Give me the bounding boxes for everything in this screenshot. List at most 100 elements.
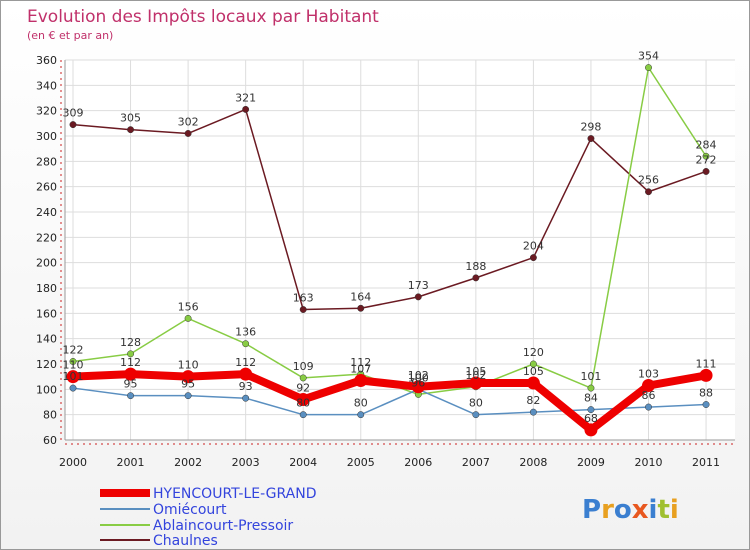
legend: HYENCOURT-LE-GRANDOmiécourtAblaincourt-P… bbox=[100, 486, 317, 549]
y-tick-label: 280 bbox=[36, 155, 57, 168]
data-label-hyencourt-le-grand: 111 bbox=[696, 357, 717, 370]
series-line-omiecourt bbox=[72, 387, 707, 416]
y-tick-label: 180 bbox=[36, 282, 57, 295]
data-point-omiecourt bbox=[472, 411, 480, 419]
data-label-chaulnes: 321 bbox=[235, 91, 256, 104]
data-point-chaulnes bbox=[69, 121, 77, 129]
y-tick-label: 120 bbox=[36, 358, 57, 371]
data-point-ablaincourt-pressoir bbox=[645, 64, 652, 72]
data-label-ablaincourt-pressoir: 128 bbox=[120, 336, 141, 349]
legend-label-chaulnes: Chaulnes bbox=[153, 533, 218, 549]
x-tick-label: 2001 bbox=[117, 456, 145, 469]
data-point-hyencourt-le-grand bbox=[699, 368, 713, 382]
logo-text: Proxiti bbox=[582, 495, 679, 525]
data-point-hyencourt-le-grand bbox=[469, 376, 483, 390]
data-label-hyencourt-le-grand: 112 bbox=[120, 356, 141, 369]
data-point-ablaincourt-pressoir bbox=[529, 360, 537, 368]
logo-letter: i bbox=[649, 495, 658, 525]
data-label-ablaincourt-pressoir: 354 bbox=[638, 50, 659, 63]
series-line-chaulnes bbox=[72, 108, 707, 311]
data-point-omiecourt bbox=[299, 411, 307, 419]
data-label-ablaincourt-pressoir: 109 bbox=[293, 360, 314, 373]
data-label-chaulnes: 204 bbox=[523, 240, 544, 253]
data-label-omiecourt: 93 bbox=[239, 380, 253, 393]
data-point-chaulnes bbox=[472, 274, 480, 282]
y-tick-label: 360 bbox=[36, 54, 57, 67]
data-point-chaulnes bbox=[357, 304, 365, 312]
data-label-chaulnes: 163 bbox=[293, 292, 314, 305]
legend-label-ablaincourt: Ablaincourt-Pressoir bbox=[153, 518, 293, 534]
data-point-hyencourt-le-grand bbox=[584, 423, 598, 437]
data-point-ablaincourt-pressoir bbox=[587, 384, 595, 392]
data-point-chaulnes bbox=[702, 168, 710, 175]
logo-letter: P bbox=[582, 495, 601, 525]
y-tick-label: 200 bbox=[36, 257, 57, 270]
data-point-chaulnes bbox=[127, 126, 135, 134]
x-tick-label: 2008 bbox=[519, 456, 547, 469]
x-tick-label: 2006 bbox=[404, 456, 432, 469]
legend-label-omiecourt: Omiécourt bbox=[153, 502, 227, 518]
data-point-omiecourt bbox=[645, 403, 652, 411]
data-label-omiecourt: 100 bbox=[408, 371, 429, 384]
data-point-omiecourt bbox=[702, 401, 710, 408]
data-label-ablaincourt-pressoir: 101 bbox=[580, 370, 601, 383]
data-point-chaulnes bbox=[242, 105, 250, 113]
data-label-ablaincourt-pressoir: 102 bbox=[465, 369, 486, 382]
data-label-chaulnes: 173 bbox=[408, 279, 429, 292]
data-point-ablaincourt-pressoir bbox=[702, 152, 710, 160]
data-point-chaulnes bbox=[587, 135, 595, 142]
data-label-chaulnes: 298 bbox=[580, 121, 601, 134]
logo-letter: o bbox=[614, 495, 632, 525]
data-point-omiecourt bbox=[242, 394, 250, 402]
y-tick-label: 100 bbox=[36, 383, 57, 396]
data-label-omiecourt: 88 bbox=[699, 387, 713, 400]
data-label-hyencourt-le-grand: 112 bbox=[235, 356, 256, 369]
logo-letter: i bbox=[670, 495, 679, 525]
data-point-hyencourt-le-grand bbox=[66, 370, 80, 384]
data-label-omiecourt: 80 bbox=[354, 397, 368, 410]
y-tick-label: 140 bbox=[36, 333, 57, 346]
data-label-ablaincourt-pressoir: 96 bbox=[411, 376, 425, 389]
y-tick-label: 320 bbox=[36, 105, 57, 118]
data-point-chaulnes bbox=[414, 293, 422, 301]
data-label-ablaincourt-pressoir: 156 bbox=[178, 300, 199, 313]
data-point-hyencourt-le-grand bbox=[239, 367, 253, 381]
data-label-omiecourt: 101 bbox=[63, 370, 84, 383]
x-tick-label: 2005 bbox=[347, 456, 375, 469]
data-point-omiecourt bbox=[127, 392, 135, 400]
data-label-omiecourt: 95 bbox=[181, 378, 195, 391]
x-tick-label: 2011 bbox=[692, 456, 720, 469]
series-line-hyencourt-le-grand bbox=[69, 370, 711, 434]
data-label-hyencourt-le-grand: 102 bbox=[408, 369, 429, 382]
data-point-omiecourt bbox=[184, 392, 192, 400]
data-label-hyencourt-le-grand: 107 bbox=[350, 362, 371, 375]
data-label-chaulnes: 188 bbox=[465, 260, 486, 273]
x-tick-label: 2004 bbox=[289, 456, 317, 469]
data-point-ablaincourt-pressoir bbox=[127, 350, 135, 358]
data-label-chaulnes: 302 bbox=[178, 115, 199, 128]
data-label-omiecourt: 80 bbox=[296, 397, 310, 410]
legend-label-hyencourt: HYENCOURT-LE-GRAND bbox=[153, 486, 317, 502]
data-label-hyencourt-le-grand: 103 bbox=[638, 368, 659, 381]
data-label-ablaincourt-pressoir: 136 bbox=[235, 326, 256, 339]
data-point-chaulnes bbox=[184, 130, 192, 137]
chart-subtitle: (en € et par an) bbox=[27, 29, 113, 42]
logo-letter: r bbox=[601, 495, 614, 525]
data-label-ablaincourt-pressoir: 120 bbox=[523, 346, 544, 359]
y-tick-label: 240 bbox=[36, 206, 57, 219]
data-label-chaulnes: 164 bbox=[350, 290, 371, 303]
x-tick-label: 2002 bbox=[174, 456, 202, 469]
data-point-ablaincourt-pressoir bbox=[69, 358, 77, 365]
data-point-hyencourt-le-grand bbox=[296, 392, 310, 406]
data-point-hyencourt-le-grand bbox=[642, 379, 655, 393]
data-label-chaulnes: 309 bbox=[63, 107, 84, 120]
data-point-omiecourt bbox=[69, 384, 77, 392]
data-label-chaulnes: 256 bbox=[638, 174, 659, 187]
data-label-hyencourt-le-grand: 110 bbox=[178, 359, 199, 372]
x-tick-label: 2010 bbox=[635, 456, 663, 469]
data-label-hyencourt-le-grand: 110 bbox=[63, 359, 84, 372]
y-tick-label: 300 bbox=[36, 130, 57, 143]
data-point-ablaincourt-pressoir bbox=[242, 340, 250, 348]
logo-letter: x bbox=[632, 495, 649, 525]
y-tick-label: 160 bbox=[36, 307, 57, 320]
